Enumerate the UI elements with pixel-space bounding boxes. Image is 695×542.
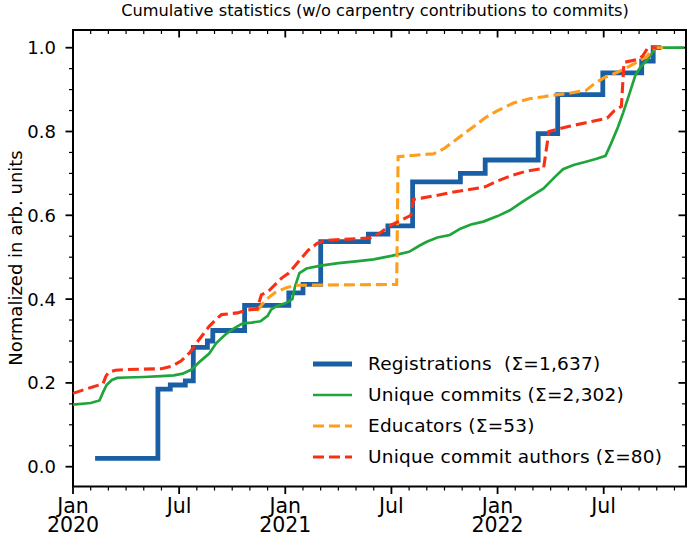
legend-label: Unique commits (Σ=2,302)	[368, 384, 624, 405]
x-tick-year-label: 2022	[471, 513, 523, 537]
legend-item: Educators (Σ=53)	[313, 410, 662, 441]
legend-label: Registrations (Σ=1,637)	[368, 353, 600, 374]
legend-line-sample	[313, 422, 352, 430]
x-tick-year-label: 2021	[259, 513, 311, 537]
x-tick-label: Jul	[165, 494, 192, 518]
y-tick-label: 0.2	[27, 372, 56, 393]
x-tick-year-label: 2020	[47, 513, 99, 537]
x-tick-label: Jul	[589, 494, 616, 518]
x-tick-label: Jul	[377, 494, 404, 518]
legend-label: Unique commit authors (Σ=80)	[368, 446, 662, 467]
legend-line-sample	[313, 360, 352, 368]
legend-item: Registrations (Σ=1,637)	[313, 348, 662, 379]
y-tick-label: 1.0	[27, 37, 56, 58]
y-tick-label: 0.8	[27, 121, 56, 142]
legend-item: Unique commits (Σ=2,302)	[313, 379, 662, 410]
series-line-unique-commit-authors	[73, 48, 657, 394]
y-axis-label: Normalized in arb. units	[5, 150, 26, 365]
legend-line-sample	[313, 453, 352, 461]
legend-line-sample	[313, 391, 352, 399]
y-tick-label: 0.0	[27, 456, 56, 477]
figure: 0.00.20.40.60.81.0Jan2020JulJan2021JulJa…	[0, 0, 695, 542]
y-tick-label: 0.4	[27, 289, 56, 310]
legend-label: Educators (Σ=53)	[368, 415, 535, 436]
chart-title: Cumulative statistics (w/o carpentry con…	[64, 1, 686, 20]
y-tick-label: 0.6	[27, 205, 56, 226]
legend-item: Unique commit authors (Σ=80)	[313, 441, 662, 472]
legend: Registrations (Σ=1,637) Unique commits (Σ…	[313, 348, 662, 472]
